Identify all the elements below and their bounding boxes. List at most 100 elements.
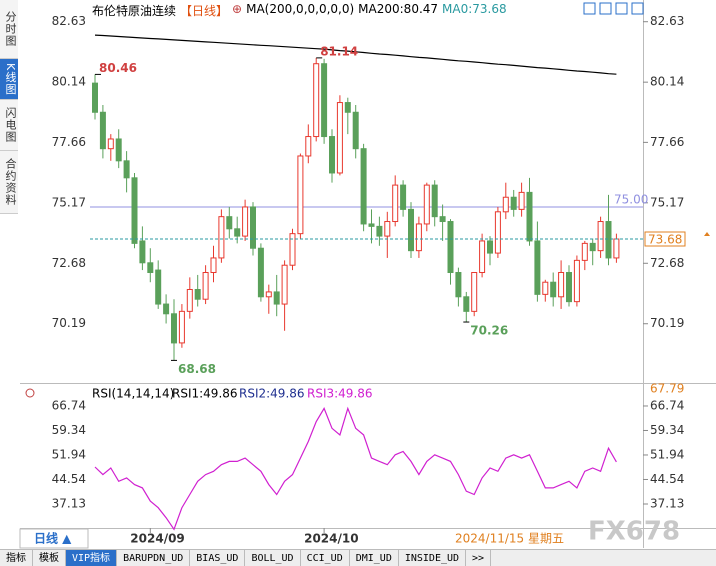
period: 【日线】 (180, 4, 229, 18)
candle-body (329, 136, 335, 174)
last-price-arrow (704, 232, 710, 237)
y-tick-label: 66.74 (650, 398, 684, 412)
candle-body (360, 148, 367, 225)
candle-body (155, 269, 162, 305)
rsi2-legend: RSI2:49.86 (239, 387, 305, 401)
tab-flash[interactable]: 闪电图 (0, 100, 18, 151)
candle-body (605, 221, 612, 259)
candle-body (218, 216, 225, 259)
period-button-label[interactable]: 日线 ▲ (34, 531, 72, 546)
candle-body (581, 242, 588, 261)
tab[interactable]: CCI_UD (301, 550, 350, 566)
tool-icon[interactable] (599, 2, 612, 15)
candle-body (368, 223, 375, 227)
candle-body (542, 281, 549, 295)
candle-body (487, 240, 493, 254)
tab-bar: 指标 模板 VIP指标 BARUPDN_UD BIAS_UD BOLL_UD CCI_UD D… (0, 549, 716, 566)
tab[interactable]: 指标 (0, 550, 33, 566)
period-button[interactable] (19, 528, 89, 549)
candle-body (107, 138, 114, 150)
tab[interactable]: BIAS_UD (190, 550, 246, 566)
low-label: 70.26 (470, 324, 508, 338)
tab[interactable]: BOLL_UD (245, 550, 301, 566)
tool-icon[interactable] (583, 2, 596, 15)
candle-body (242, 206, 249, 237)
rsi-params: RSI(14,14,14) (92, 387, 174, 401)
tab[interactable]: VIP指标 (66, 550, 118, 566)
tab[interactable]: DMI_UD (350, 550, 399, 566)
y-tick-label: 44.54 (52, 472, 86, 486)
candle-body (289, 233, 296, 266)
y-tick-label: 70.19 (650, 316, 684, 330)
tab[interactable]: >> (466, 550, 492, 566)
candle-body (510, 196, 517, 210)
y-tick-label: 75.17 (650, 195, 684, 209)
candle-body (297, 155, 304, 235)
candle-body (281, 264, 288, 305)
candle-body (257, 247, 264, 298)
candle-body (265, 291, 272, 298)
last-price-label: 73.68 (648, 233, 682, 247)
candle-body (534, 240, 541, 295)
candle-body (186, 288, 193, 312)
y-tick-label: 51.94 (52, 447, 86, 461)
ma-params: MA(200,0,0,0,0,0) (246, 2, 355, 16)
tool-icon[interactable] (615, 2, 628, 15)
axis-limit-label: 67.79 (650, 382, 684, 396)
candle-body (123, 160, 130, 179)
candle-body (400, 184, 407, 210)
candle-body (589, 242, 596, 252)
tab[interactable]: INSIDE_UD (399, 550, 467, 566)
y-tick-label: 82.63 (52, 14, 86, 28)
tab-contract[interactable]: 合约资料 (0, 151, 18, 214)
tab-timeshare[interactable]: 分时图 (0, 0, 18, 59)
tab-kline[interactable]: K线图 (0, 59, 18, 100)
x-tick-label: 2024/10 (304, 532, 358, 546)
cursor-date: 2024/11/15 星期五 (455, 532, 564, 546)
candle-body (550, 281, 557, 298)
tab[interactable]: BARUPDN_UD (117, 550, 191, 566)
candle-body (447, 221, 454, 274)
candle-body (613, 238, 620, 259)
ma0-legend: MA0:73.68 (442, 2, 507, 16)
candle-body (194, 288, 201, 300)
y-tick-label: 77.66 (52, 135, 86, 149)
tool-icon[interactable] (631, 2, 644, 15)
candle-body (131, 177, 138, 244)
candle-body (139, 240, 146, 264)
tab[interactable]: 模板 (33, 550, 66, 566)
candle-body (502, 196, 509, 213)
candle-body (171, 313, 177, 344)
candle-body (423, 184, 430, 225)
candle-body (384, 221, 391, 237)
y-tick-label: 72.68 (52, 256, 86, 270)
candle-body (178, 310, 185, 344)
watermark: FX678 (588, 517, 680, 547)
y-tick-label: 37.13 (650, 496, 684, 510)
candle-body (573, 259, 580, 303)
candle-body (99, 111, 106, 150)
y-tick-label: 51.94 (650, 447, 684, 461)
candle-body (376, 225, 383, 237)
y-tick-label: 59.34 (52, 423, 86, 437)
rsi-icon[interactable] (25, 388, 35, 398)
icon[interactable]: ⊕ (232, 2, 243, 16)
candle-body (313, 63, 320, 138)
candle-body (344, 102, 351, 113)
y-tick-label: 70.19 (52, 316, 86, 330)
last-price-box (644, 231, 686, 247)
candle-body (163, 303, 170, 315)
candle-body (408, 208, 414, 252)
rsi1-legend: RSI1:49.86 (172, 387, 238, 401)
y-tick-label: 82.63 (650, 14, 684, 28)
y-tick-label: 77.66 (650, 135, 684, 149)
candle-body (321, 63, 328, 138)
chart-header: 布伦特原油连续 【日线】 ⊕ MA(200,0,0,0,0,0) MA200:8… (92, 2, 507, 19)
y-tick-label: 59.34 (650, 423, 684, 437)
candle-body (92, 82, 98, 113)
high-label: 80.46 (99, 61, 137, 75)
y-tick-label: 66.74 (52, 398, 86, 412)
low-label: 68.68 (178, 362, 216, 376)
y-tick-label: 44.54 (650, 472, 684, 486)
